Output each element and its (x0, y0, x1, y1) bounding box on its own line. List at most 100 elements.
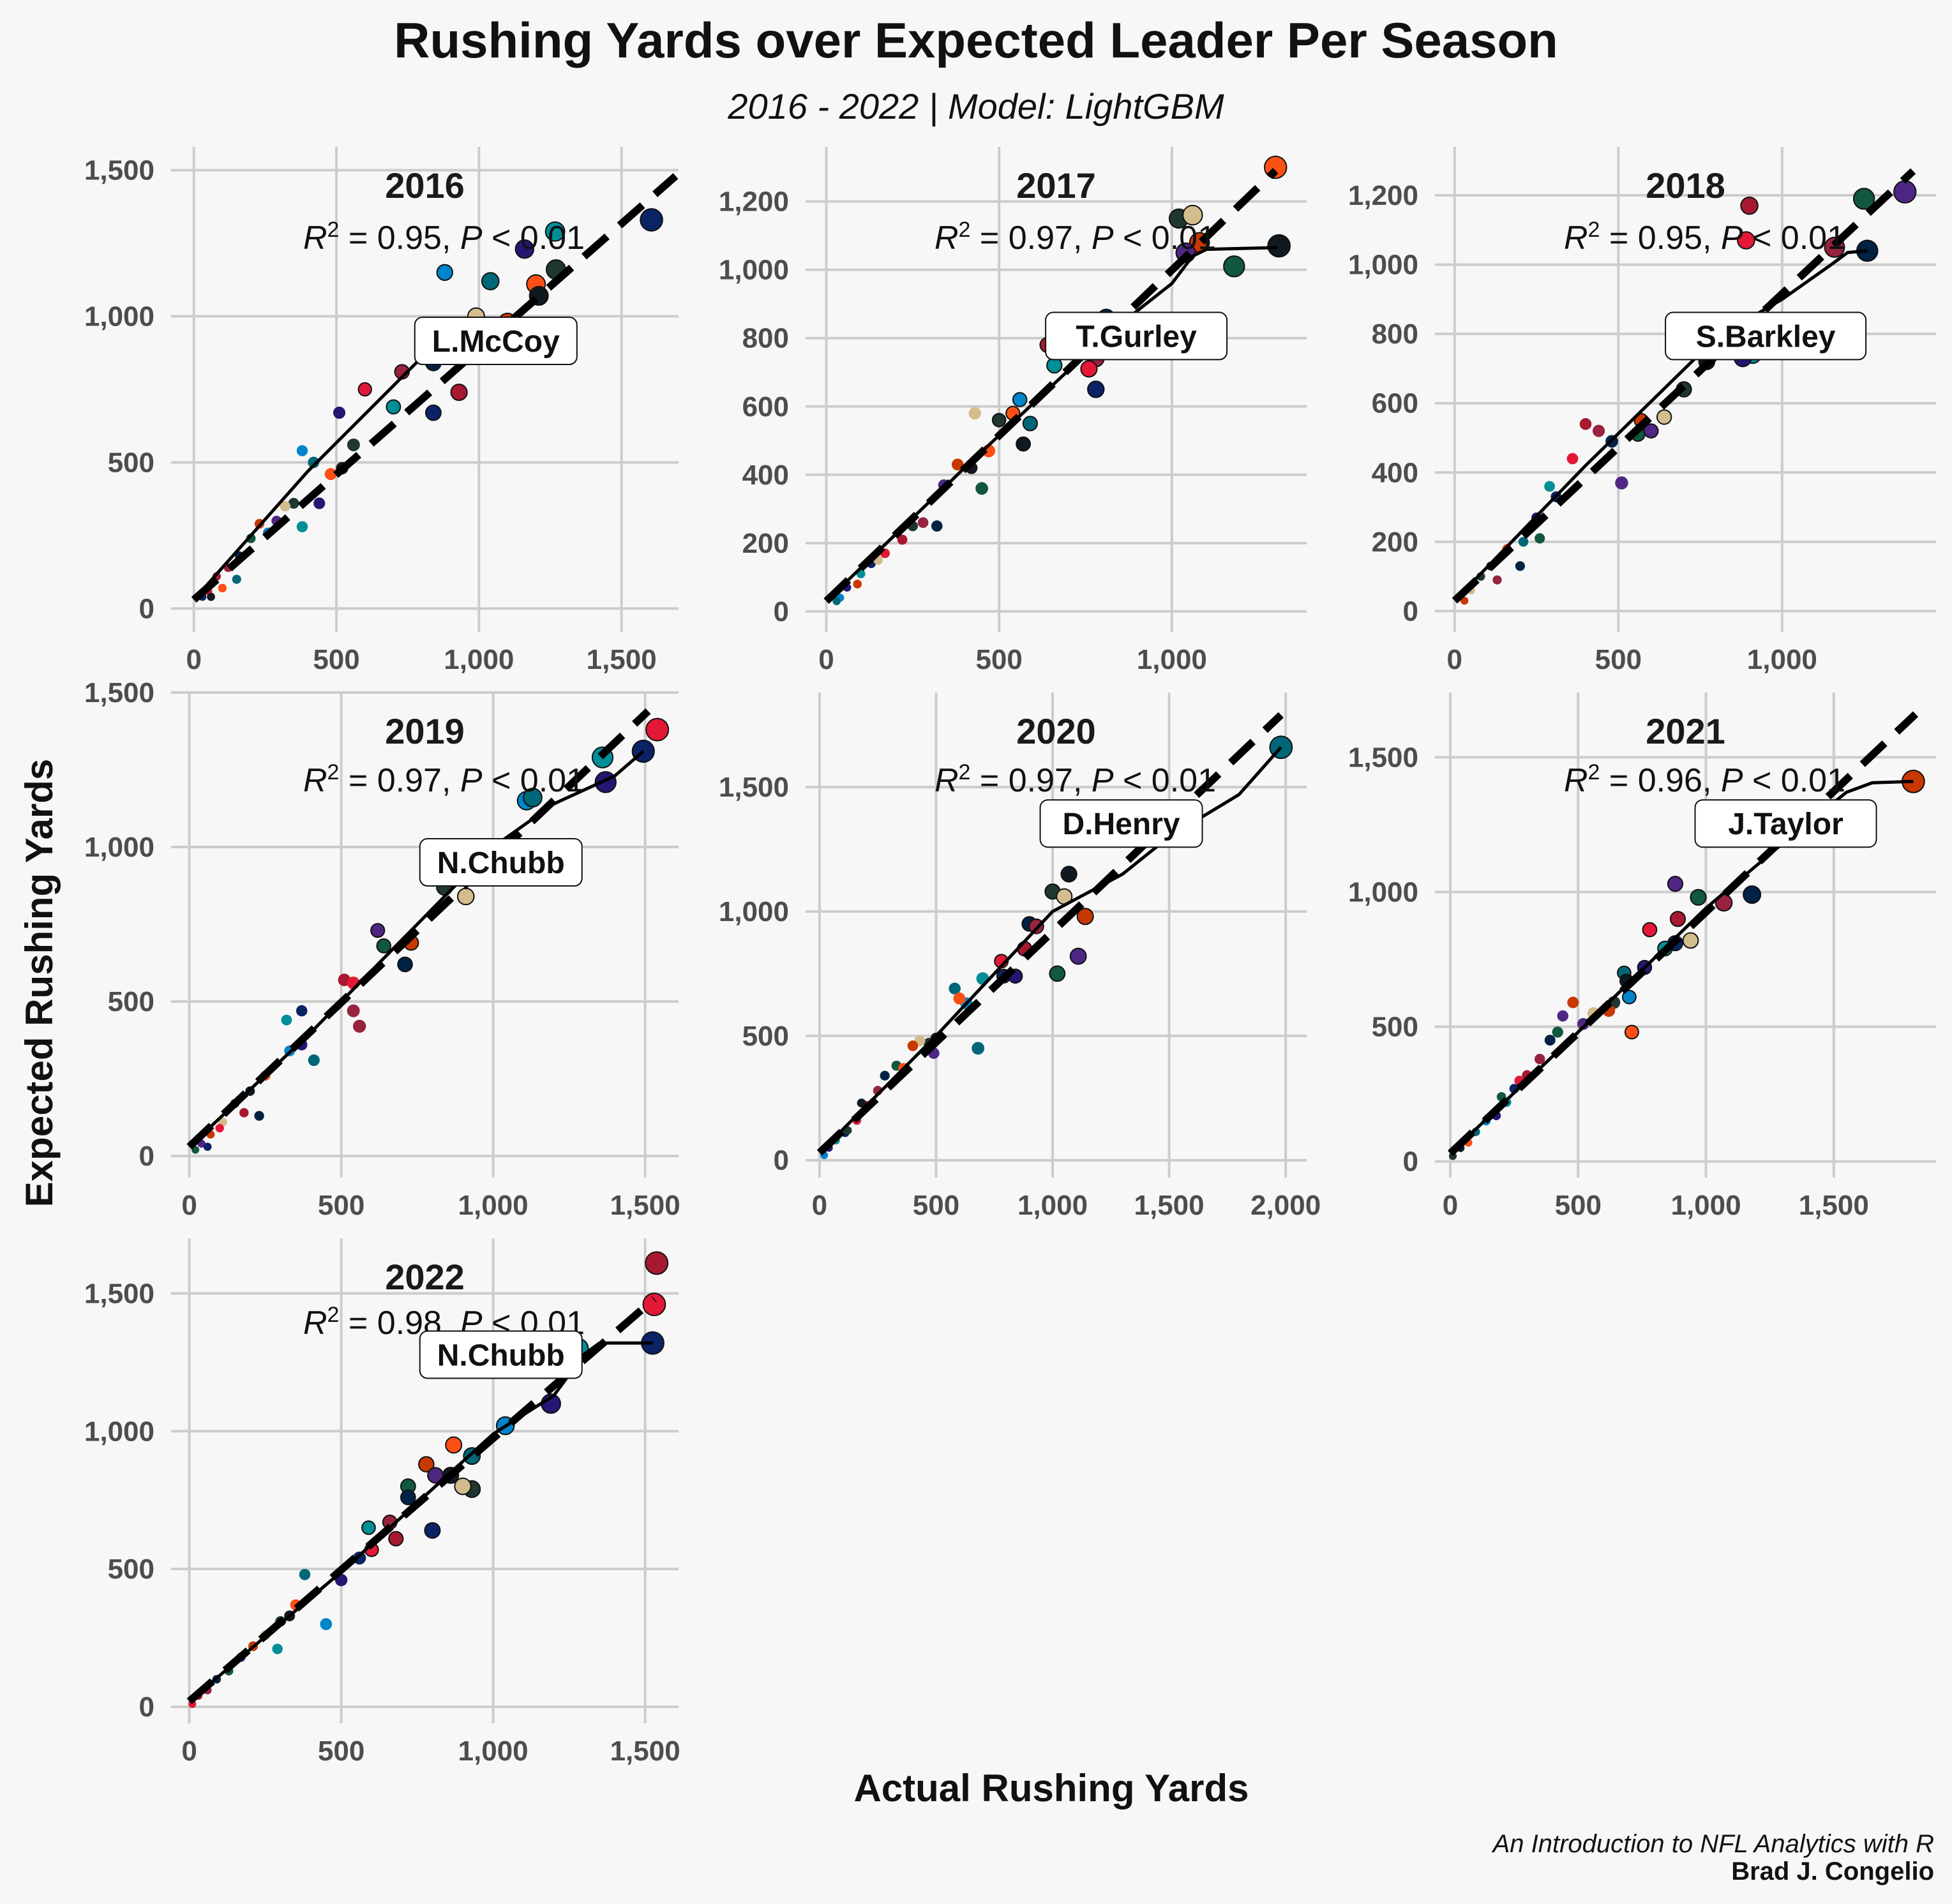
data-point (357, 382, 372, 397)
y-tick-label: 1,500 (84, 677, 154, 708)
data-point (853, 580, 862, 588)
data-point (1515, 561, 1525, 571)
data-point (436, 264, 453, 281)
leader-callout-box (414, 317, 578, 365)
panel-2018: 0 500 1,000 0 200 400 600 800 1,000 1,200 2018 R2 =… (1348, 147, 1936, 675)
y-tick-label: 0 (774, 596, 789, 627)
chart-title: Rushing Yards over Expected Leader Per S… (394, 12, 1558, 68)
data-point (897, 534, 908, 545)
reference-line (1447, 711, 1919, 1157)
data-point (450, 383, 468, 401)
data-point (397, 956, 413, 973)
data-point (280, 500, 290, 512)
data-point (1743, 885, 1762, 904)
leader-callout-box (1045, 311, 1228, 361)
data-point (1624, 1024, 1639, 1040)
data-point (1737, 231, 1755, 250)
data-point (1615, 476, 1628, 490)
data-point (424, 404, 442, 421)
x-tick-label: 0 (818, 644, 834, 675)
leader-callout-box (1039, 799, 1203, 848)
x-tick-label: 0 (181, 1735, 197, 1767)
x-tick-label: 1,500 (1134, 1190, 1205, 1221)
panel-title: 2022 (385, 1257, 465, 1297)
panel-title: 2018 (1646, 165, 1725, 206)
data-point (642, 1293, 666, 1317)
data-point (857, 1098, 866, 1108)
leader-callout-box (1694, 799, 1877, 848)
data-point (917, 517, 929, 528)
leader-callout-box (419, 1330, 583, 1379)
leader-callout-box (1665, 311, 1867, 361)
data-point (1552, 1026, 1563, 1038)
data-point (424, 1522, 441, 1539)
y-axis-title: Expected Rushing Yards (18, 759, 61, 1207)
data-point (1566, 453, 1579, 465)
data-point (207, 592, 215, 601)
leader-callout-label: L.McCoy (432, 325, 560, 359)
x-tick-label: 1,000 (1670, 1190, 1741, 1221)
y-tick-label: 1,000 (719, 896, 789, 927)
y-tick-label: 0 (139, 1691, 154, 1723)
data-point (1642, 922, 1658, 938)
leader-callout-label: N.Chubb (437, 846, 565, 880)
data-point (1690, 888, 1707, 906)
data-point (218, 583, 227, 593)
data-point (203, 1143, 212, 1151)
y-tick-label: 0 (774, 1145, 789, 1176)
reference-line (816, 712, 1284, 1156)
reference-line (1452, 168, 1916, 604)
y-tick-label: 0 (1403, 596, 1418, 627)
data-point (288, 498, 299, 509)
y-tick-label: 1,000 (1348, 876, 1418, 908)
data-point (1012, 392, 1028, 407)
panel-2016: 0 500 1,000 1,500 0 500 1,000 1,500 2016 R2 = 0.9… (84, 147, 679, 675)
data-point (1544, 481, 1555, 492)
chart-subtitle: 2016 - 2022 | Model: LightGBM (727, 86, 1224, 127)
caption-book: An Introduction to NFL Analytics with R (1492, 1830, 1934, 1858)
leader-callout-label: D.Henry (1063, 807, 1180, 841)
x-tick-label: 500 (318, 1735, 364, 1767)
x-tick-label: 500 (975, 644, 1022, 675)
smooth-curve (818, 746, 1282, 1154)
data-point (313, 497, 326, 509)
data-point (481, 272, 500, 290)
data-point (232, 574, 241, 584)
y-tick-label: 600 (742, 391, 789, 423)
data-point (1852, 188, 1875, 210)
data-point (1049, 965, 1066, 982)
data-point (1544, 1035, 1556, 1046)
data-point (1656, 409, 1672, 425)
data-point (324, 468, 337, 481)
panel-title: 2020 (1016, 711, 1096, 751)
data-point (1016, 436, 1031, 452)
x-tick-label: 1,500 (610, 1735, 680, 1767)
leader-callout-label: J.Taylor (1728, 807, 1843, 841)
y-tick-label: 1,000 (1348, 250, 1418, 281)
y-tick-label: 1,500 (719, 772, 789, 803)
data-point (1182, 204, 1203, 226)
x-tick-label: 500 (313, 644, 359, 675)
data-point (991, 412, 1007, 428)
data-point (296, 521, 308, 532)
x-tick-label: 0 (1447, 644, 1462, 675)
data-point (299, 1569, 311, 1580)
reference-line (823, 168, 1279, 604)
data-point (1080, 360, 1098, 378)
panel-title: 2016 (385, 165, 465, 206)
data-point (308, 1054, 320, 1067)
smooth-curve (825, 246, 1278, 603)
y-tick-label: 0 (139, 593, 154, 624)
x-tick-label: 0 (186, 644, 201, 675)
x-tick-label: 0 (1443, 1190, 1458, 1221)
data-point (1643, 423, 1659, 439)
y-tick-label: 500 (742, 1021, 789, 1052)
y-tick-label: 200 (1372, 527, 1418, 558)
data-point (239, 1108, 249, 1118)
leader-callout-box (419, 838, 583, 887)
y-tick-label: 0 (1403, 1146, 1418, 1178)
data-point (1682, 932, 1699, 949)
data-point (1535, 533, 1545, 544)
data-point (454, 1477, 472, 1495)
x-tick-label: 1,000 (1017, 1190, 1088, 1221)
